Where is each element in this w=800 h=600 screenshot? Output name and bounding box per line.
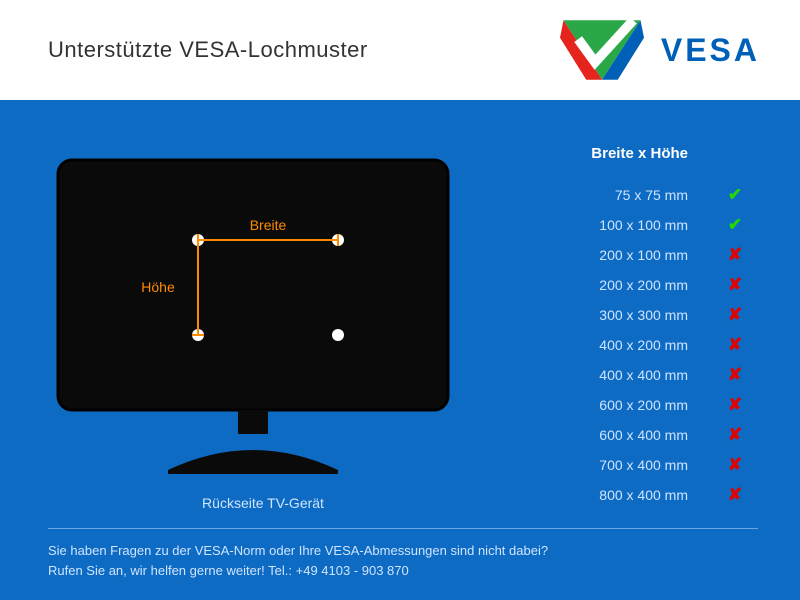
dimension-label: 700 x 400 mm xyxy=(532,457,712,473)
cross-icon: ✘ xyxy=(712,425,758,445)
vesa-logo-icon xyxy=(557,15,647,85)
dimension-label: 400 x 200 mm xyxy=(532,337,712,353)
cross-icon: ✘ xyxy=(712,395,758,415)
cross-icon: ✘ xyxy=(712,245,758,265)
footer: Sie haben Fragen zu der VESA-Norm oder I… xyxy=(48,528,758,580)
table-row: 100 x 100 mm✔ xyxy=(478,210,758,240)
footer-line-2: Rufen Sie an, wir helfen gerne weiter! T… xyxy=(48,561,758,581)
table-header: Breite x Höhe xyxy=(478,145,758,162)
dimension-label: 100 x 100 mm xyxy=(532,217,712,233)
dimension-label: 600 x 400 mm xyxy=(532,427,712,443)
height-label: Höhe xyxy=(141,279,175,295)
cross-icon: ✘ xyxy=(712,485,758,505)
dimension-label: 200 x 200 mm xyxy=(532,277,712,293)
dimension-label: 400 x 400 mm xyxy=(532,367,712,383)
table-row: 200 x 100 mm✘ xyxy=(478,240,758,270)
header: Unterstützte VESA-Lochmuster VESA xyxy=(0,0,800,100)
check-icon: ✔ xyxy=(712,215,758,235)
table-row: 400 x 400 mm✘ xyxy=(478,360,758,390)
page-title: Unterstützte VESA-Lochmuster xyxy=(48,37,368,63)
tv-svg: Breite Höhe xyxy=(48,140,468,480)
vesa-logo-text: VESA xyxy=(661,32,760,69)
cross-icon: ✘ xyxy=(712,365,758,385)
table-row: 400 x 200 mm✘ xyxy=(478,330,758,360)
table-row: 300 x 300 mm✘ xyxy=(478,300,758,330)
table-row: 75 x 75 mm✔ xyxy=(478,180,758,210)
dimension-label: 75 x 75 mm xyxy=(532,187,712,203)
table-row: 800 x 400 mm✘ xyxy=(478,480,758,510)
table-row: 600 x 200 mm✘ xyxy=(478,390,758,420)
dimension-label: 200 x 100 mm xyxy=(532,247,712,263)
table-row: 200 x 200 mm✘ xyxy=(478,270,758,300)
dimension-label: 300 x 300 mm xyxy=(532,307,712,323)
cross-icon: ✘ xyxy=(712,335,758,355)
vesa-logo: VESA xyxy=(557,15,760,85)
dimension-label: 800 x 400 mm xyxy=(532,487,712,503)
dimension-label: 600 x 200 mm xyxy=(532,397,712,413)
cross-icon: ✘ xyxy=(712,305,758,325)
check-icon: ✔ xyxy=(712,185,758,205)
cross-icon: ✘ xyxy=(712,455,758,475)
footer-line-1: Sie haben Fragen zu der VESA-Norm oder I… xyxy=(48,541,758,561)
table-row: 600 x 400 mm✘ xyxy=(478,420,758,450)
tv-caption: Rückseite TV-Gerät xyxy=(48,495,478,511)
cross-icon: ✘ xyxy=(712,275,758,295)
table-row: 700 x 400 mm✘ xyxy=(478,450,758,480)
main-panel: Breite Höhe Rückseite TV-Gerät Breite x … xyxy=(0,100,800,600)
width-label: Breite xyxy=(250,217,287,233)
